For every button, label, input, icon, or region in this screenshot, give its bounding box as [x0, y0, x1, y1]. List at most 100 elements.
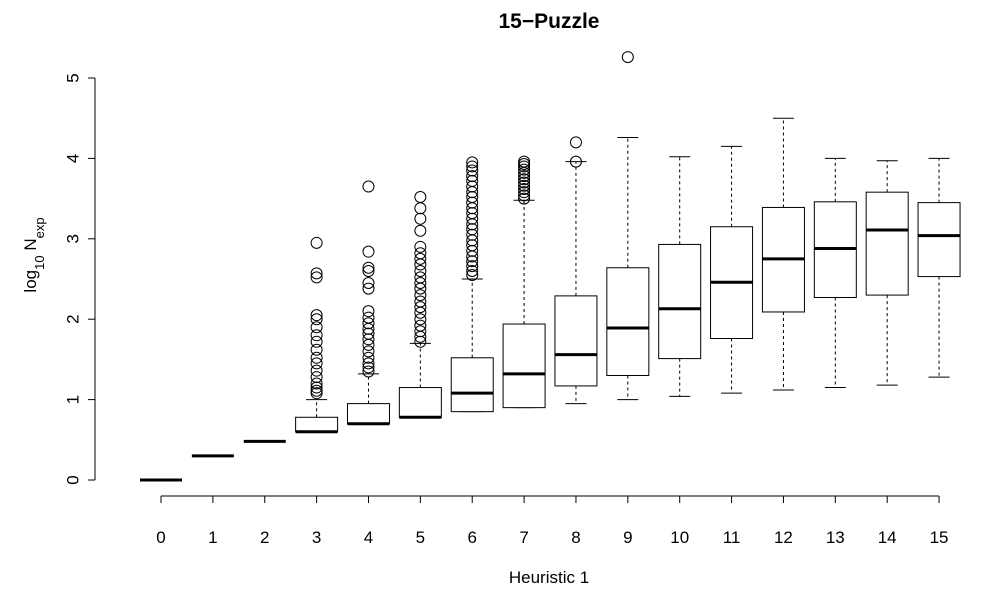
outlier-point [518, 192, 531, 205]
outlier-point [310, 364, 323, 377]
outlier-point [466, 156, 479, 169]
outlier-point [518, 173, 531, 186]
outlier-point [414, 247, 427, 260]
outlier-point [569, 136, 582, 149]
x-tick-label: 2 [260, 528, 269, 547]
outlier-point [466, 207, 479, 220]
outlier-point [414, 295, 427, 308]
outlier-point [310, 271, 323, 284]
box-12 [761, 117, 805, 391]
outlier-point [362, 345, 375, 358]
y-axis: 0 1 2 3 4 5 [63, 73, 96, 485]
outlier-point [466, 160, 479, 173]
outlier-point [310, 321, 323, 334]
outlier-point [414, 252, 427, 265]
box-6 [450, 156, 494, 413]
outlier-point [362, 264, 375, 277]
outlier-point [362, 305, 375, 318]
outlier-point [310, 381, 323, 394]
x-tick-label: 13 [826, 528, 845, 547]
outlier-point [310, 371, 323, 384]
outlier-point [466, 174, 479, 187]
outlier-point [362, 357, 375, 370]
x-tick-label: 15 [930, 528, 949, 547]
box-9 [606, 51, 650, 401]
outlier-point [310, 384, 323, 397]
outlier-point [362, 365, 375, 378]
y-axis-label-subscript: 10 [32, 255, 47, 269]
x-tick-label: 11 [723, 528, 741, 547]
x-tick-label: 8 [571, 528, 580, 547]
outlier-point [466, 164, 479, 177]
outlier-point [414, 264, 427, 277]
y-axis-label: log10 Nexp [21, 217, 47, 292]
box-rect [450, 357, 494, 413]
x-tick-label: 10 [670, 528, 689, 547]
outlier-point [466, 268, 479, 281]
outlier-point [362, 361, 375, 374]
x-tick-label: 14 [878, 528, 897, 547]
x-axis-label: Heuristic 1 [509, 568, 589, 587]
outlier-point [466, 223, 479, 236]
outlier-point [310, 343, 323, 356]
outlier-point [518, 186, 531, 199]
outlier-point [310, 267, 323, 280]
box-4 [346, 180, 390, 426]
outlier-point [518, 158, 531, 171]
outlier-point [362, 282, 375, 295]
outlier-point [466, 239, 479, 252]
outlier-point [466, 170, 479, 183]
outlier-point [518, 160, 531, 173]
outlier-point [310, 329, 323, 342]
outlier-point [414, 271, 427, 284]
outlier-point [310, 313, 323, 326]
outlier-point [414, 224, 427, 237]
outlier-point [414, 301, 427, 314]
outlier-point [466, 196, 479, 209]
outlier-point [621, 51, 634, 64]
boxes [140, 51, 961, 482]
x-tick-label: 4 [364, 528, 373, 547]
box-3 [295, 236, 339, 434]
y-tick-label: 0 [63, 475, 82, 484]
outlier-point [518, 176, 531, 189]
outlier-point [362, 245, 375, 258]
y-axis-label-prefix: log [21, 270, 40, 293]
outlier-point [414, 319, 427, 332]
y-tick-label: 1 [63, 395, 82, 404]
y-axis-label-main: N [21, 238, 40, 255]
outlier-point [362, 261, 375, 274]
outlier-point [362, 333, 375, 346]
box-rect [346, 403, 390, 425]
outlier-point [466, 190, 479, 203]
outlier-point [414, 335, 427, 348]
box-rect [295, 416, 339, 433]
box-13 [813, 157, 857, 389]
box-11 [710, 145, 754, 394]
outlier-point [310, 351, 323, 364]
outlier-point [518, 189, 531, 202]
x-tick-label: 6 [467, 528, 476, 547]
outlier-point [414, 190, 427, 203]
box-5 [398, 190, 442, 419]
box-10 [658, 156, 702, 397]
y-tick-label: 3 [63, 234, 82, 243]
outlier-point [518, 182, 531, 195]
chart-title: 15−Puzzle [499, 10, 600, 33]
outlier-point [414, 240, 427, 253]
outlier-point [466, 180, 479, 193]
outlier-point [310, 387, 323, 400]
outlier-point [518, 170, 531, 183]
outlier-point [518, 155, 531, 168]
box-rect [502, 323, 546, 409]
x-tick-label: 5 [416, 528, 425, 547]
box-8 [554, 136, 598, 405]
outlier-point [310, 335, 323, 348]
outlier-point [466, 255, 479, 268]
outlier-point [414, 277, 427, 290]
x-tick-label: 0 [156, 528, 165, 547]
outlier-point [414, 289, 427, 302]
box-7 [502, 155, 546, 409]
box-14 [865, 160, 909, 386]
x-tick-label: 9 [623, 528, 632, 547]
